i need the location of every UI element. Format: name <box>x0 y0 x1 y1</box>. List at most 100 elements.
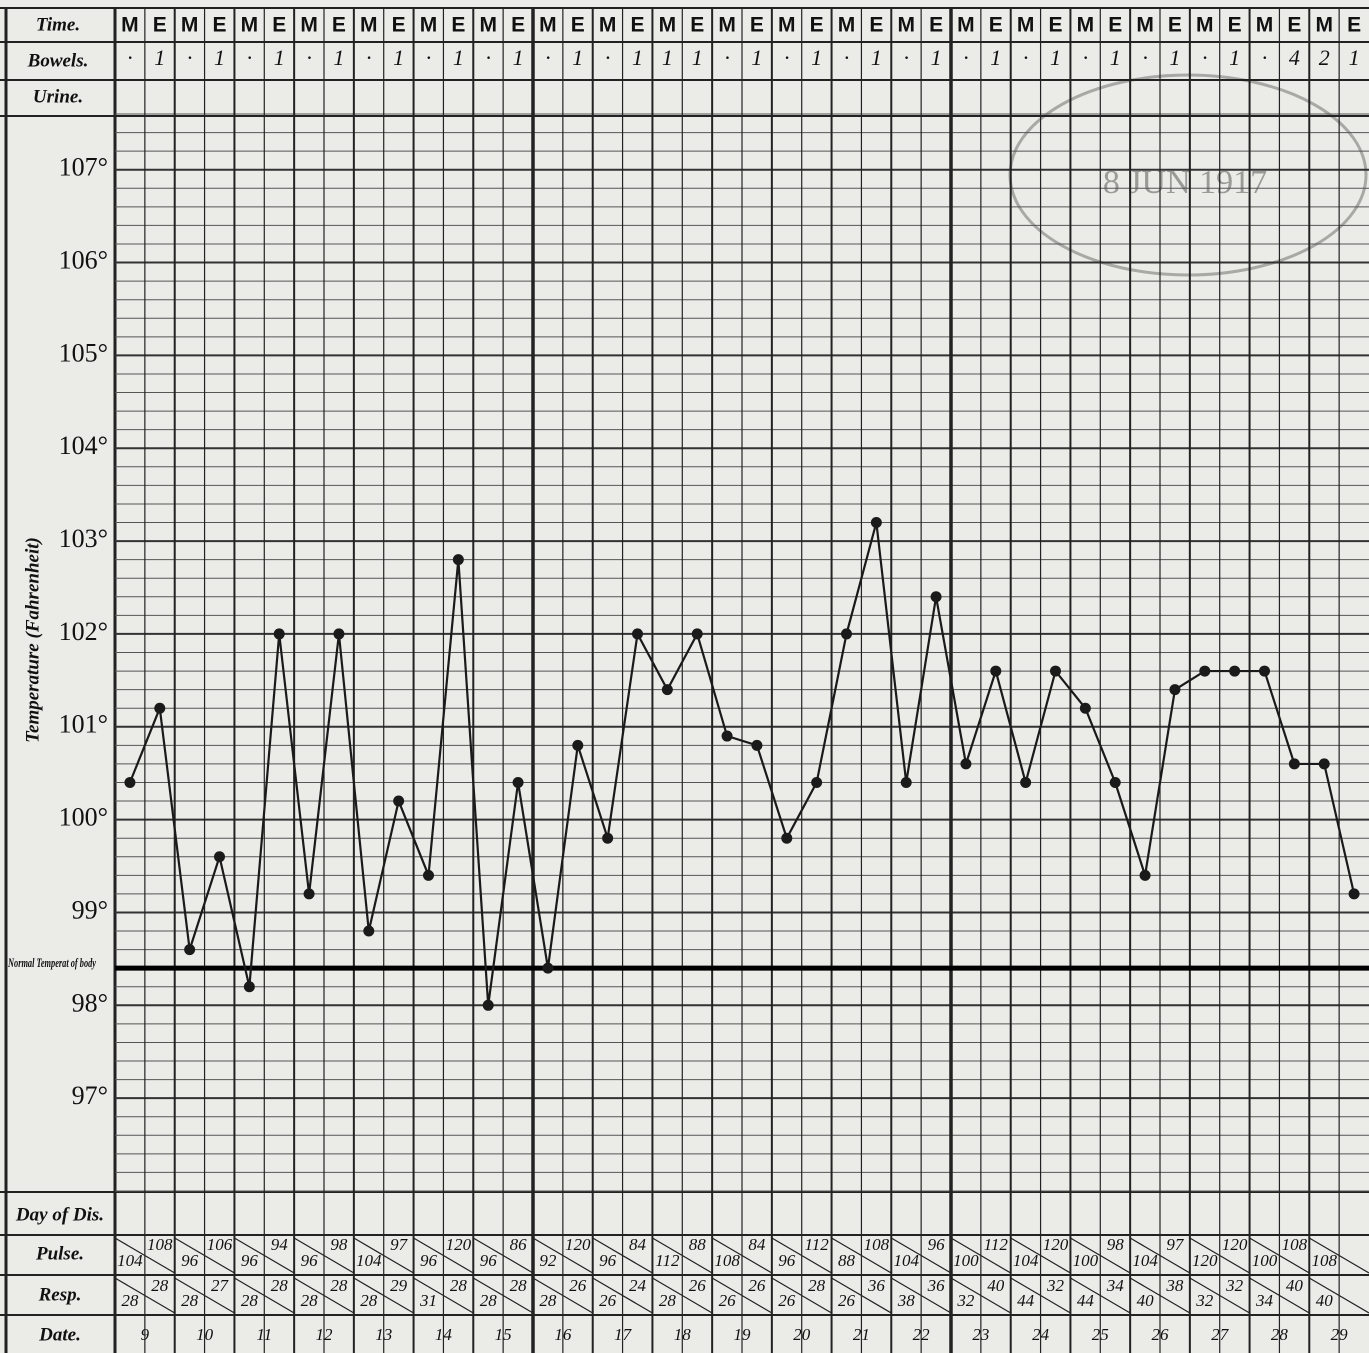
bowels-mark: · <box>963 45 969 70</box>
resp-value: 32 <box>1195 1291 1214 1310</box>
time-marker: E <box>1287 14 1301 37</box>
temperature-point <box>1139 869 1151 881</box>
time-marker: E <box>989 14 1003 37</box>
time-marker: E <box>929 14 943 37</box>
y-tick-label: 104° <box>59 431 108 460</box>
bowels-mark: 1 <box>274 45 285 70</box>
time-marker: E <box>810 14 824 37</box>
row-label: Resp. <box>38 1284 82 1305</box>
pulse-value: 100 <box>1252 1251 1278 1270</box>
time-marker: M <box>360 14 378 37</box>
date-label: 11 <box>256 1325 272 1344</box>
pulse-value: 96 <box>301 1251 319 1270</box>
temperature-point <box>1169 684 1181 696</box>
date-label: 13 <box>375 1325 392 1344</box>
pulse-value: 92 <box>539 1251 557 1270</box>
temperature-point <box>542 962 554 974</box>
resp-value: 28 <box>151 1276 169 1295</box>
resp-value: 27 <box>211 1276 230 1295</box>
bowels-mark: 1 <box>811 45 822 70</box>
time-marker: E <box>153 14 167 37</box>
pulse-value: 96 <box>420 1251 438 1270</box>
y-tick-label: 105° <box>59 338 108 367</box>
resp-value: 28 <box>539 1291 557 1310</box>
date-label: 16 <box>554 1325 572 1344</box>
bowels-mark: 1 <box>333 45 344 70</box>
temperature-point <box>1199 665 1211 677</box>
y-tick-label: 106° <box>59 246 108 275</box>
pulse-value: 97 <box>1166 1235 1185 1254</box>
temperature-point <box>1318 758 1330 770</box>
resp-value: 40 <box>987 1276 1005 1295</box>
temperature-point <box>1079 702 1091 714</box>
date-label: 14 <box>435 1325 453 1344</box>
diagonal <box>1308 1237 1369 1274</box>
bowels-mark: 1 <box>871 45 882 70</box>
diagonal <box>711 1237 773 1274</box>
bowels-mark: · <box>1142 45 1148 70</box>
bowels-mark: 2 <box>1319 45 1330 70</box>
resp-value: 44 <box>1017 1291 1035 1310</box>
time-marker: M <box>479 14 497 37</box>
resp-value: 26 <box>748 1276 766 1295</box>
y-tick-label: 102° <box>59 617 108 646</box>
bowels-mark: · <box>366 45 372 70</box>
pulse-value: 96 <box>480 1251 498 1270</box>
diagonal <box>413 1277 474 1314</box>
time-marker: M <box>957 14 975 37</box>
pulse-value: 84 <box>748 1235 766 1254</box>
resp-value: 40 <box>1286 1276 1304 1295</box>
temperature-point <box>661 684 673 696</box>
bowels-mark: 1 <box>1050 45 1061 70</box>
diagonal <box>711 1277 773 1314</box>
resp-value: 28 <box>659 1291 677 1310</box>
pulse-value: 120 <box>565 1235 591 1254</box>
bowels-mark: 1 <box>1229 45 1240 70</box>
temperature-point <box>363 925 375 937</box>
diagonal <box>174 1277 235 1314</box>
diagonal <box>1010 1237 1071 1274</box>
pulse-value: 108 <box>1282 1235 1308 1254</box>
pulse-value: 120 <box>446 1235 472 1254</box>
y-tick-label: 98° <box>72 988 108 1017</box>
time-marker: M <box>659 14 677 37</box>
bowels-mark: 1 <box>214 45 225 70</box>
diagonal <box>1070 1277 1131 1314</box>
diagonal <box>472 1237 534 1274</box>
diagonal <box>771 1277 832 1314</box>
diagonal <box>652 1237 713 1274</box>
bowels-mark: · <box>247 45 253 70</box>
pulse-value: 108 <box>1311 1251 1337 1270</box>
temperature-point <box>482 999 494 1011</box>
date-label: 17 <box>614 1325 633 1344</box>
date-label: 12 <box>316 1325 334 1344</box>
resp-value: 40 <box>1137 1291 1155 1310</box>
temperature-point <box>1288 758 1300 770</box>
row-label: Bowels. <box>27 50 89 71</box>
time-marker: M <box>838 14 856 37</box>
time-marker: E <box>1108 14 1122 37</box>
diagonal <box>831 1277 892 1314</box>
pulse-value: 88 <box>838 1251 856 1270</box>
diagonal <box>234 1237 295 1274</box>
pulse-value: 96 <box>599 1251 617 1270</box>
time-marker: E <box>1168 14 1182 37</box>
bowels-mark: 1 <box>393 45 404 70</box>
y-tick-label: 97° <box>72 1081 108 1110</box>
time-marker: E <box>332 14 346 37</box>
pulse-value: 96 <box>181 1251 199 1270</box>
row-label: Pulse. <box>35 1243 84 1264</box>
diagonal <box>1189 1277 1250 1314</box>
pulse-value: 120 <box>1192 1251 1218 1270</box>
bowels-mark: · <box>1262 45 1268 70</box>
pulse-value: 94 <box>271 1235 289 1254</box>
diagonal <box>114 1237 176 1274</box>
bowels-mark: · <box>306 45 312 70</box>
resp-value: 26 <box>719 1291 737 1310</box>
temperature-point <box>423 869 434 881</box>
bowels-mark: 1 <box>1169 45 1180 70</box>
temperature-point <box>1229 665 1241 677</box>
temperature-point <box>691 628 703 640</box>
resp-value: 26 <box>778 1291 796 1310</box>
bowels-mark: · <box>605 45 611 70</box>
